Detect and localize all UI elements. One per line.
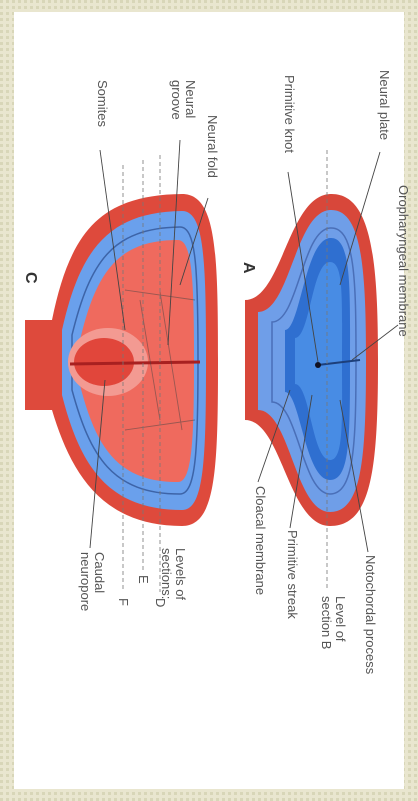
figure-letter: C	[22, 272, 39, 284]
label: Cloacal membrane	[253, 486, 268, 595]
label: Primitive knot	[282, 75, 297, 153]
label: Neural plate	[377, 70, 392, 140]
leaders	[89, 139, 399, 592]
embryo-a	[245, 193, 378, 526]
label: Caudal	[92, 552, 107, 593]
label: Oropharyngeal membrane	[396, 185, 411, 337]
figure-letter: A	[240, 262, 257, 274]
label: Level of	[333, 596, 348, 642]
label: sections:	[159, 548, 174, 599]
label: Notochordal process	[363, 555, 378, 675]
label: neuropore	[78, 552, 93, 611]
label: Primitive streak	[285, 530, 300, 619]
level-label: F	[116, 598, 131, 606]
label: Neural fold	[205, 115, 220, 178]
label: groove	[169, 80, 184, 120]
label: section B	[319, 596, 334, 649]
level-label: D	[153, 598, 168, 607]
label: Somites	[95, 80, 110, 127]
embryo-c	[25, 194, 218, 526]
label: Levels of	[173, 548, 188, 600]
label: Neural	[183, 80, 198, 118]
level-label: E	[136, 575, 151, 584]
